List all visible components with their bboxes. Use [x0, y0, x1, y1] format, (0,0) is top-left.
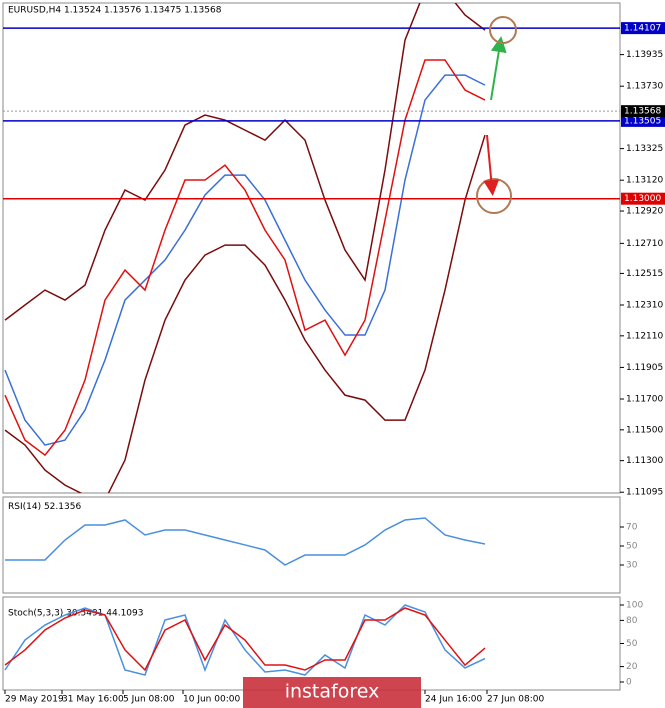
down-arrow — [483, 134, 500, 196]
y-tick-label: 1.12310 — [626, 301, 663, 311]
y-tick-label: 1.13120 — [626, 176, 663, 186]
up-arrow — [490, 36, 507, 101]
y-tick-label: 1.11905 — [626, 363, 663, 373]
y-tick-label: 1.12920 — [626, 207, 663, 217]
x-tick-label: 5 Jun 08:00 — [123, 695, 175, 705]
indicator-title: RSI(14) 52.1356 — [8, 502, 81, 512]
y-tick-label: 70 — [626, 523, 638, 533]
plot-area — [4, 3, 486, 493]
level-label: 1.13000 — [624, 194, 661, 204]
plot-area — [4, 604, 486, 676]
series-line — [5, 517, 486, 566]
stoch-panel — [2, 596, 621, 691]
level-label: 1.14107 — [624, 24, 661, 34]
y-tick-label: 0 — [626, 678, 632, 688]
series-line — [4, 604, 486, 676]
indicator-title: EURUSD,H4 1.13524 1.13576 1.13475 1.1356… — [8, 6, 222, 16]
x-tick-label: 31 May 16:00 — [62, 695, 124, 705]
level-label-box — [621, 22, 665, 35]
y-tick-label: 1.13325 — [626, 144, 663, 154]
x-tick-label: 29 May 2019 — [5, 695, 64, 705]
target-circle — [476, 178, 512, 214]
target-circle — [489, 16, 517, 44]
level-label-box — [621, 192, 665, 205]
y-tick-label: 1.11700 — [626, 395, 663, 405]
y-tick-label: 20 — [626, 662, 638, 672]
y-tick-label: 1.11095 — [626, 488, 663, 498]
watermark-box — [243, 677, 421, 708]
last-price-box — [621, 105, 665, 118]
x-tick-label: 24 Jun 16:00 — [425, 695, 482, 705]
series-line — [4, 607, 486, 672]
series-line — [4, 134, 486, 493]
y-tick-label: 50 — [626, 639, 638, 649]
level-label: 1.13505 — [624, 116, 661, 126]
plot-area — [5, 517, 486, 566]
x-tick-label: 10 Jun 00:00 — [183, 695, 240, 705]
y-tick-label: 1.12710 — [626, 239, 663, 249]
level-label-box — [621, 114, 665, 127]
y-tick-label: 1.13730 — [626, 82, 663, 92]
last-price-label: 1.13568 — [624, 107, 661, 117]
y-tick-label: 1.11500 — [626, 425, 663, 435]
rsi-panel — [2, 496, 621, 594]
x-tick-label: 27 Jun 08:00 — [487, 695, 544, 705]
y-tick-label: 1.12515 — [626, 269, 663, 279]
y-tick-label: 1.13935 — [626, 50, 663, 60]
y-tick-label: 1.12110 — [626, 331, 663, 341]
series-line — [4, 74, 486, 446]
series-line — [4, 59, 486, 457]
y-tick-label: 1.11300 — [626, 456, 663, 466]
price-panel — [2, 2, 621, 494]
y-tick-label: 30 — [626, 561, 638, 571]
y-tick-label: 100 — [626, 601, 643, 611]
y-tick-label: 50 — [626, 542, 638, 552]
series-line — [4, 3, 486, 321]
watermark: instaforex — [285, 681, 380, 703]
y-tick-label: 80 — [626, 616, 638, 626]
